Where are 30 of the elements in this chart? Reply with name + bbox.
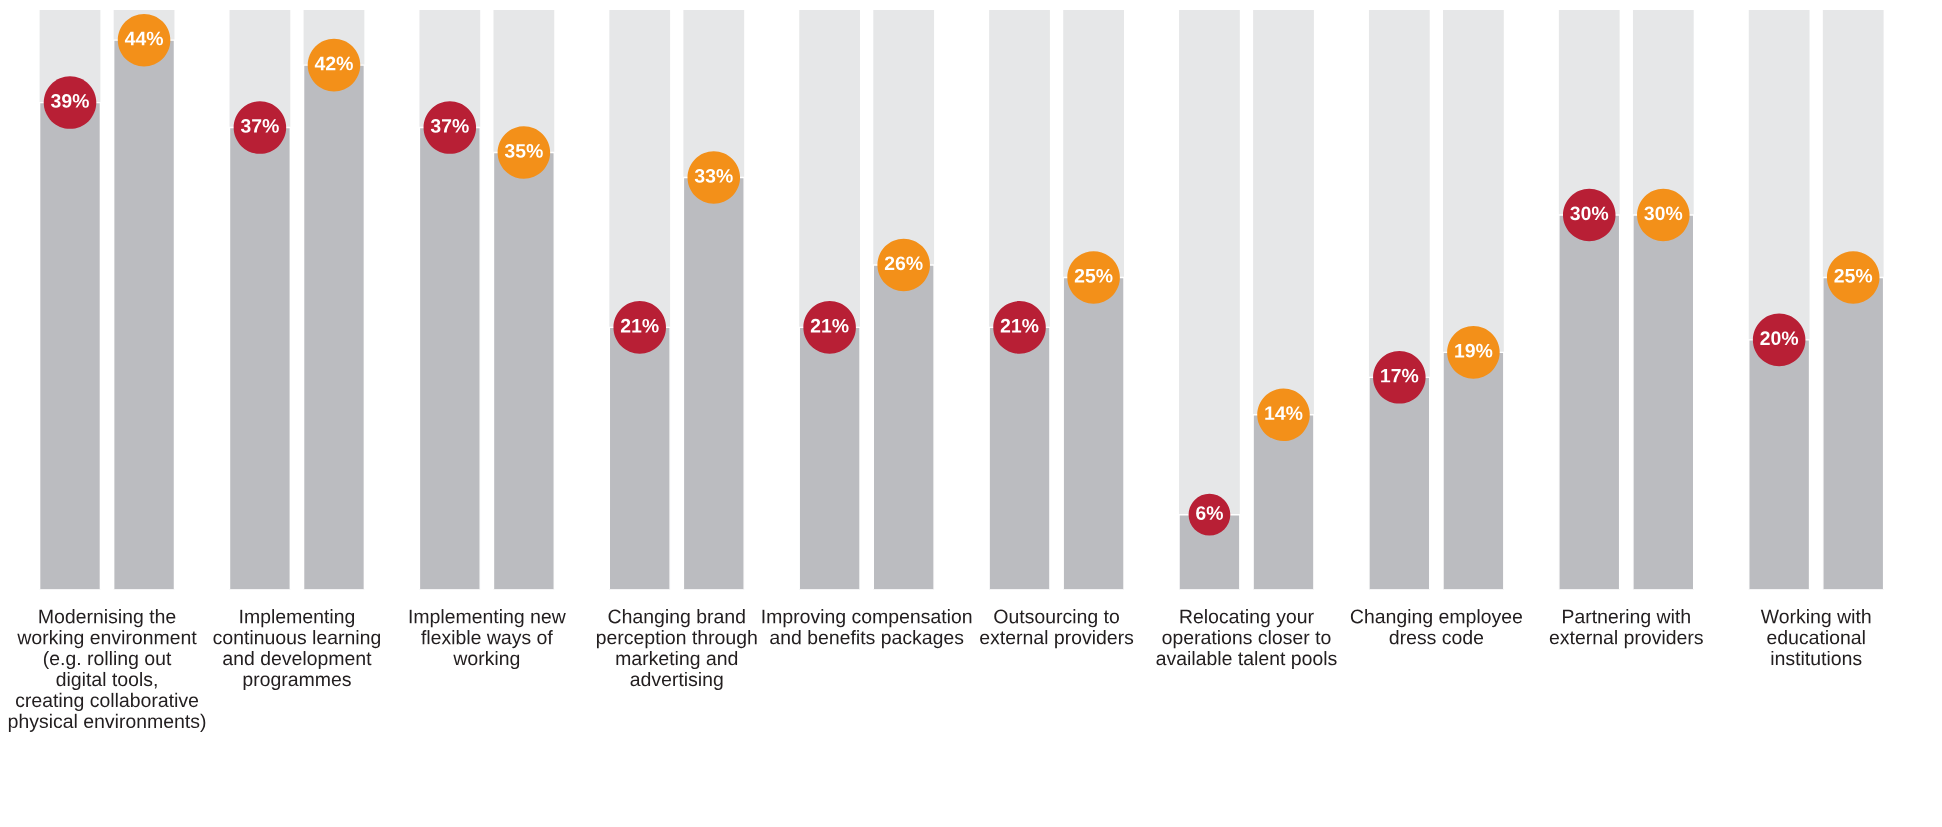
data-label: 30% <box>1570 206 1609 221</box>
x-tick-label: Outsourcing to external providers <box>980 609 1134 649</box>
data-label: 17% <box>1381 368 1419 383</box>
data-label: 30% <box>1644 206 1683 221</box>
data-label: 6% <box>1196 506 1223 520</box>
data-label: 25% <box>1834 268 1873 283</box>
data-label: 35% <box>504 144 543 158</box>
x-tick-label: Changing employee dress code <box>1350 609 1522 645</box>
data-label: 20% <box>1760 331 1799 346</box>
data-label: 21% <box>620 318 659 333</box>
data-label: 33% <box>694 168 733 183</box>
data-label: 21% <box>1000 318 1039 333</box>
x-tick-label: Working with educational institutions <box>1760 609 1871 666</box>
data-label: 37% <box>430 119 469 133</box>
data-label: 37% <box>240 119 279 133</box>
x-tick-label: Changing brand perception through marketing and advertising <box>596 609 757 691</box>
x-tick-label: Modernising the working environment (e.g. rolling out digital tools, creating collaborative physical environments) <box>8 609 206 732</box>
data-label: 44% <box>124 31 164 46</box>
x-tick-label: Relocating your operations closer to available talent pools <box>1156 609 1337 670</box>
data-label: 39% <box>50 94 89 108</box>
data-label: 19% <box>1455 343 1493 358</box>
data-label: 25% <box>1074 268 1113 283</box>
x-tick-label: Improving compensation and benefits packages <box>762 609 972 649</box>
x-tick-label: Implementing new flexible ways of working <box>409 609 566 670</box>
data-label: 42% <box>314 56 353 71</box>
data-label: 14% <box>1265 406 1303 420</box>
x-tick-label: Partnering with external providers <box>1549 609 1703 649</box>
data-label: 21% <box>810 318 849 333</box>
data-label: 26% <box>884 256 923 271</box>
x-tick-label: Implementing continuous learning and development programmes <box>213 609 381 691</box>
